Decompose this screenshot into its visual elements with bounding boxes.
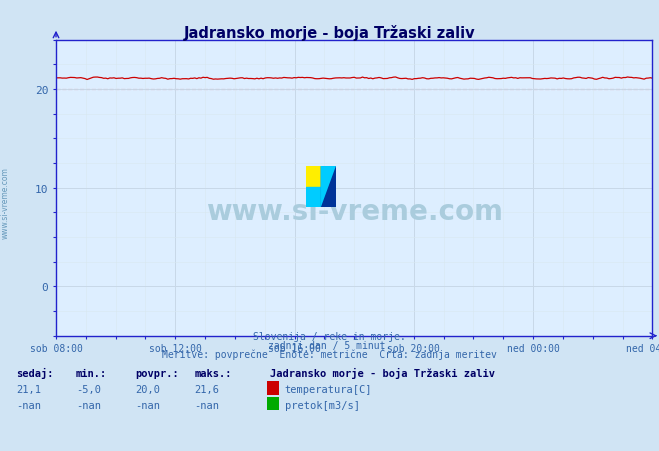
Polygon shape [322,167,336,207]
Text: -nan: -nan [194,400,219,410]
Text: Jadransko morje - boja Tržaski zaliv: Jadransko morje - boja Tržaski zaliv [270,368,495,378]
Text: Meritve: povprečne  Enote: metrične  Črta: zadnja meritev: Meritve: povprečne Enote: metrične Črta:… [162,347,497,359]
Polygon shape [306,187,322,207]
Text: 21,1: 21,1 [16,384,42,394]
Text: -nan: -nan [16,400,42,410]
Text: 20,0: 20,0 [135,384,160,394]
Text: www.si-vreme.com: www.si-vreme.com [206,198,503,226]
Text: -nan: -nan [135,400,160,410]
Text: 21,6: 21,6 [194,384,219,394]
Text: temperatura[C]: temperatura[C] [285,384,372,394]
Text: zadnji dan / 5 minut.: zadnji dan / 5 minut. [268,340,391,350]
Bar [306,167,322,187]
Text: povpr.:: povpr.: [135,368,179,378]
Text: www.si-vreme.com: www.si-vreme.com [1,167,10,239]
Text: sedaj:: sedaj: [16,368,54,378]
Text: -nan: -nan [76,400,101,410]
Text: Jadransko morje - boja Tržaski zaliv: Jadransko morje - boja Tržaski zaliv [184,25,475,41]
Polygon shape [322,167,336,207]
Text: pretok[m3/s]: pretok[m3/s] [285,400,360,410]
Text: maks.:: maks.: [194,368,232,378]
Polygon shape [322,167,336,207]
Text: Slovenija / reke in morje.: Slovenija / reke in morje. [253,331,406,341]
Text: -5,0: -5,0 [76,384,101,394]
Text: min.:: min.: [76,368,107,378]
